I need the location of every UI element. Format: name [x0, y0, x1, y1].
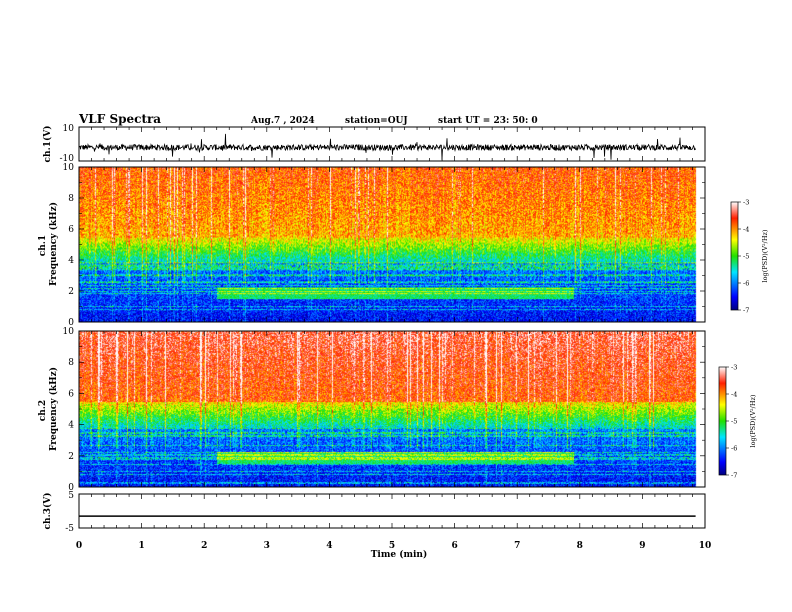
colorbar-tick-label: -6 — [731, 445, 737, 453]
time-tick-label: 9 — [639, 541, 645, 551]
time-tick-label: 1 — [138, 541, 144, 551]
ch1-spectrogram-image — [79, 167, 705, 322]
frequency-tick-label: 4 — [68, 256, 74, 266]
time-tick-label: 0 — [76, 541, 82, 551]
station-label: station=OUJ — [345, 116, 408, 126]
frequency-tick-label: 8 — [68, 358, 74, 368]
ch1-spectrogram-ylabel: ch.1 Frequency (kHz) — [38, 202, 59, 286]
ch1-ytick-bottom: -10 — [60, 154, 75, 164]
frequency-tick-label: 4 — [68, 421, 74, 431]
time-tick-label: 10 — [699, 541, 712, 551]
ch2-spectrogram-panel: 0 2 4 6 8 10 ch.2 Frequency (kHz) — [38, 327, 706, 493]
frequency-tick-label: 2 — [68, 287, 74, 297]
ch1-waveform-line — [78, 133, 696, 160]
ch1-spectrogram-ylabel-line2: Frequency (kHz) — [48, 202, 59, 286]
ch3-waveform-frame — [78, 493, 706, 529]
ch2-spectrogram-ylabel: ch.2 Frequency (kHz) — [38, 367, 59, 451]
colorbar-tick-label: -7 — [731, 472, 737, 480]
time-tick-label: 7 — [514, 541, 520, 551]
ch3-waveform-ylabel: ch.3(V) — [42, 493, 53, 530]
ch1-spectrogram-xticks — [78, 167, 706, 322]
ch1-waveform-ylabel: ch.1(V) — [42, 126, 53, 163]
ch2-spectrogram-ylabel-line2: Frequency (kHz) — [48, 367, 59, 451]
colorbar-tick-label: -5 — [731, 418, 737, 426]
ch2-colorbar-ticks: -3 -4 -5 -6 -7 — [726, 364, 737, 480]
time-tick-label: 2 — [201, 541, 207, 551]
colorbar-tick-label: -3 — [743, 199, 749, 207]
ch2-colorbar-label: log(PSD)(V²/Hz) — [749, 394, 757, 447]
frequency-tick-label: 0 — [68, 483, 74, 493]
ch1-colorbar-label: log(PSD)(V²/Hz) — [761, 229, 769, 282]
colorbar-tick-label: -6 — [743, 280, 749, 288]
frequency-tick-label: 10 — [63, 163, 75, 173]
ch1-waveform-panel: 10 -10 ch.1(V) — [42, 124, 706, 164]
start-time-label: start UT = 23: 50: 0 — [438, 116, 538, 126]
figure-title: VLF Spectra — [78, 112, 161, 126]
ch1-ytick-top: 10 — [63, 124, 75, 134]
ch3-ytick-bottom: -5 — [65, 524, 74, 534]
colorbar-tick-label: -7 — [743, 307, 749, 315]
frequency-tick-label: 10 — [63, 327, 75, 337]
ch2-spectrogram-image — [79, 331, 705, 487]
frequency-tick-label: 2 — [68, 452, 74, 462]
ch1-spectrogram-ylabel-line1: ch.1 — [38, 235, 48, 256]
ch2-spectrogram-xticks — [78, 331, 706, 487]
ch1-waveform-ticks — [78, 127, 706, 161]
date-label: Aug.7 , 2024 — [250, 116, 315, 126]
ch2-spectrogram-yticks: 0 2 4 6 8 10 — [63, 327, 705, 493]
ch1-colorbar-ticks: -3 -4 -5 -6 -7 — [738, 199, 749, 315]
ch2-colorbar-gradient — [719, 367, 726, 475]
frequency-tick-label: 6 — [68, 389, 74, 399]
ch3-waveform-panel: 5 -5 ch.3(V) — [42, 491, 706, 534]
frequency-tick-label: 6 — [68, 225, 74, 235]
time-axis-ticklabels: 0 1 2 3 4 5 6 7 8 9 10 — [76, 541, 711, 551]
ch2-colorbar: -3 -4 -5 -6 -7 log(PSD)(V²/Hz) — [718, 364, 757, 480]
time-tick-label: 4 — [326, 541, 332, 551]
ch1-spectrogram-panel: 0 2 4 6 8 10 ch.1 Frequency (kHz) — [38, 163, 706, 328]
ch1-colorbar: -3 -4 -5 -6 -7 log(PSD)(V²/Hz) — [730, 199, 769, 315]
colorbar-tick-label: -3 — [731, 364, 737, 372]
frequency-tick-label: 0 — [68, 318, 74, 328]
colorbar-tick-label: -4 — [731, 391, 737, 399]
time-tick-label: 6 — [451, 541, 457, 551]
ch1-spectrogram-yticks: 0 2 4 6 8 10 — [63, 163, 705, 328]
time-tick-label: 3 — [264, 541, 270, 551]
time-axis-label: Time (min) — [371, 549, 428, 560]
time-tick-label: 8 — [577, 541, 583, 551]
colorbar-tick-label: -4 — [743, 226, 749, 234]
ch3-ytick-top: 5 — [68, 491, 74, 501]
ch3-waveform-xticks — [78, 494, 706, 528]
colorbar-tick-label: -5 — [743, 253, 749, 261]
time-tick-label: 5 — [389, 541, 395, 551]
frequency-tick-label: 8 — [68, 194, 74, 204]
ch1-colorbar-gradient — [731, 202, 738, 310]
ch2-spectrogram-ylabel-line1: ch.2 — [38, 400, 48, 421]
